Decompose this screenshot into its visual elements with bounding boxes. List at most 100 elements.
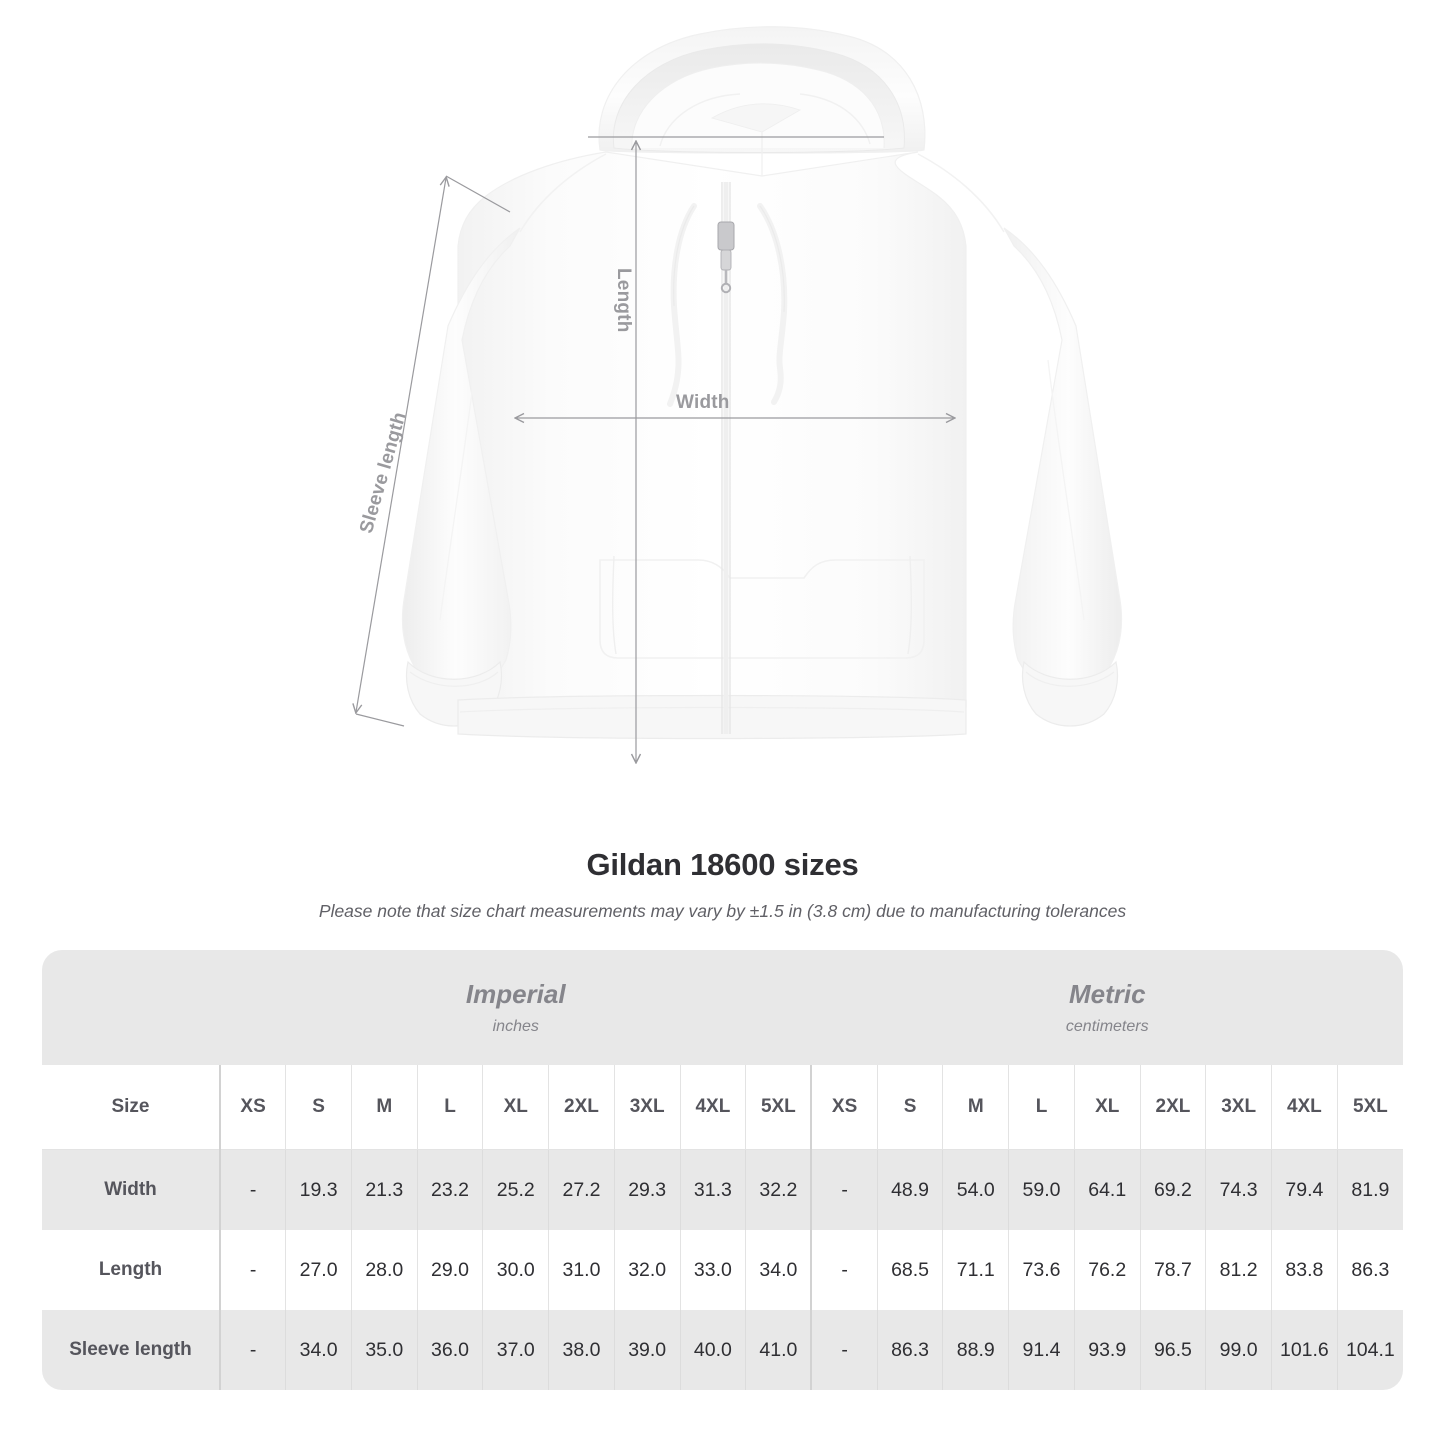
cell-length-imperial-4xl: 33.0 xyxy=(679,1230,746,1310)
size-header-cell-4xl: 4XL xyxy=(679,1065,746,1150)
size-header-cell-2xl: 2XL xyxy=(548,1065,615,1150)
cell-width-metric-l: 59.0 xyxy=(1008,1149,1075,1230)
tolerance-note: Please note that size chart measurements… xyxy=(318,901,1127,921)
size-header-cell-4xl: 4XL xyxy=(1271,1065,1338,1150)
cell-width-metric-2xl: 69.2 xyxy=(1139,1149,1206,1230)
cell-sleeve-length-imperial-4xl: 40.0 xyxy=(679,1310,746,1390)
cell-sleeve-length-imperial-5xl: 41.0 xyxy=(745,1310,812,1390)
size-header-cell-s: S xyxy=(285,1065,352,1150)
cell-length-metric-l: 73.6 xyxy=(1008,1230,1075,1310)
cell-width-metric-xl: 64.1 xyxy=(1073,1149,1141,1230)
unit-system-name: Imperial xyxy=(465,978,566,1009)
unit-system-sub: inches xyxy=(492,1017,539,1035)
measurement-guides xyxy=(356,136,954,762)
cell-width-imperial-l: 23.2 xyxy=(416,1149,483,1230)
cell-width-imperial-s: 19.3 xyxy=(285,1149,352,1230)
cell-width-imperial-2xl: 27.2 xyxy=(548,1149,615,1230)
unit-system-sub: centimeters xyxy=(1065,1017,1149,1035)
unit-header-spacer xyxy=(42,950,220,1065)
cell-length-imperial-5xl: 34.0 xyxy=(745,1230,812,1310)
cell-width-imperial-3xl: 29.3 xyxy=(613,1149,681,1230)
cell-width-imperial-4xl: 31.3 xyxy=(679,1149,746,1230)
size-header-cell-m: M xyxy=(942,1065,1009,1150)
cell-sleeve-length-imperial-xs: - xyxy=(219,1310,286,1390)
row-label-length: Length xyxy=(42,1230,220,1310)
size-header-cell-5xl: 5XL xyxy=(745,1065,812,1150)
cell-sleeve-length-metric-3xl: 99.0 xyxy=(1205,1310,1272,1390)
cell-width-metric-3xl: 74.3 xyxy=(1205,1149,1272,1230)
row-label-width: Width xyxy=(42,1149,220,1230)
size-header-cell-5xl: 5XL xyxy=(1336,1065,1403,1150)
cell-sleeve-length-imperial-2xl: 38.0 xyxy=(548,1310,615,1390)
unit-header-imperial: Imperial inches xyxy=(220,950,812,1065)
size-header-cell-m: M xyxy=(350,1065,418,1150)
cell-width-metric-xs: - xyxy=(810,1149,878,1230)
cell-width-metric-s: 48.9 xyxy=(876,1149,943,1230)
cell-length-imperial-xl: 30.0 xyxy=(482,1230,549,1310)
cell-length-metric-3xl: 81.2 xyxy=(1205,1230,1272,1310)
size-header-cell-l: L xyxy=(1008,1065,1075,1150)
cell-length-metric-xl: 76.2 xyxy=(1073,1230,1141,1310)
cell-length-imperial-xs: - xyxy=(219,1230,286,1310)
size-header-cell-l: L xyxy=(416,1065,483,1150)
cell-width-imperial-xs: - xyxy=(219,1149,286,1230)
cell-sleeve-length-metric-xs: - xyxy=(810,1310,878,1390)
cell-width-imperial-m: 21.3 xyxy=(350,1149,418,1230)
cell-length-metric-m: 71.1 xyxy=(942,1230,1009,1310)
size-header-cell-3xl: 3XL xyxy=(613,1065,681,1150)
hoodie-diagram xyxy=(0,26,1123,830)
cell-width-metric-m: 54.0 xyxy=(942,1149,1009,1230)
cell-sleeve-length-imperial-l: 36.0 xyxy=(416,1310,483,1390)
cell-sleeve-length-metric-m: 88.9 xyxy=(942,1310,1009,1390)
size-header-cell-s: S xyxy=(876,1065,943,1150)
cell-sleeve-length-imperial-m: 35.0 xyxy=(350,1310,418,1390)
cell-length-imperial-2xl: 31.0 xyxy=(548,1230,615,1310)
width-dimension-label: Width xyxy=(676,392,730,413)
cell-sleeve-length-imperial-3xl: 39.0 xyxy=(613,1310,681,1390)
page-title: Gildan 18600 sizes xyxy=(586,847,859,882)
row-label-sleeve-length: Sleeve length xyxy=(42,1310,220,1390)
cell-sleeve-length-metric-2xl: 96.5 xyxy=(1139,1310,1206,1390)
unit-system-name: Metric xyxy=(1068,978,1146,1009)
cell-length-metric-5xl: 86.3 xyxy=(1336,1230,1403,1310)
size-header-row: Size XS S M L XL 2XL 3XL 4XL 5XL XS S M L XL 2XL 3XL 4XL 5… xyxy=(42,1065,1403,1150)
unit-header-row: Imperial inches Metric centimeters xyxy=(42,950,1403,1065)
hood xyxy=(598,26,926,176)
cell-sleeve-length-imperial-s: 34.0 xyxy=(285,1310,352,1390)
cell-length-imperial-m: 28.0 xyxy=(350,1230,418,1310)
length-dimension-label: Length xyxy=(613,268,634,333)
cell-width-imperial-5xl: 32.2 xyxy=(745,1149,812,1230)
cell-length-metric-2xl: 78.7 xyxy=(1139,1230,1206,1310)
garment-illustration: Length Width Sleeve length xyxy=(0,26,1123,830)
cell-length-metric-xs: - xyxy=(810,1230,878,1310)
cell-length-imperial-s: 27.0 xyxy=(285,1230,352,1310)
cell-width-metric-4xl: 79.4 xyxy=(1271,1149,1338,1230)
hoodie-body xyxy=(401,151,1123,740)
cell-sleeve-length-imperial-xl: 37.0 xyxy=(482,1310,549,1390)
cell-length-imperial-l: 29.0 xyxy=(416,1230,483,1310)
title-block: Gildan 18600 sizes Please note that size… xyxy=(0,845,1445,923)
unit-header-metric: Metric centimeters xyxy=(811,950,1403,1065)
cell-sleeve-length-metric-l: 91.4 xyxy=(1008,1310,1075,1390)
cell-width-metric-5xl: 81.9 xyxy=(1336,1149,1403,1230)
size-chart-table: Imperial inches Metric centimeters Size XS S M L… xyxy=(42,950,1403,1390)
cell-length-imperial-3xl: 32.0 xyxy=(613,1230,681,1310)
size-chart-table-wrapper: Imperial inches Metric centimeters Size XS S M L… xyxy=(42,950,1403,1390)
cell-sleeve-length-metric-5xl: 104.1 xyxy=(1336,1310,1403,1390)
zipper xyxy=(717,182,735,734)
size-header-cell-xl: XL xyxy=(482,1065,549,1150)
drawstrings xyxy=(667,203,788,407)
cell-sleeve-length-metric-s: 86.3 xyxy=(876,1310,943,1390)
table-row: Width -19.3 21.3 23.2 25.2 27.2 29.3 31.3 32.2-4… xyxy=(42,1149,1403,1230)
cell-length-metric-s: 68.5 xyxy=(876,1230,943,1310)
size-header-cell-2xl: 2XL xyxy=(1139,1065,1206,1150)
size-header-cell-3xl: 3XL xyxy=(1205,1065,1272,1150)
table-row: Sleeve length -34.0 35.0 36.0 37.0 38.0 39.0 40… xyxy=(42,1310,1403,1390)
cell-sleeve-length-metric-xl: 93.9 xyxy=(1073,1310,1141,1390)
size-column-header: Size xyxy=(42,1065,220,1150)
cell-sleeve-length-metric-4xl: 101.6 xyxy=(1271,1310,1338,1390)
cell-width-imperial-xl: 25.2 xyxy=(482,1149,549,1230)
size-header-cell-xs: XS xyxy=(810,1065,878,1150)
cell-length-metric-4xl: 83.8 xyxy=(1271,1230,1338,1310)
table-row: Length -27.0 28.0 29.0 30.0 31.0 32.0 33.0 34.0-… xyxy=(42,1230,1403,1310)
